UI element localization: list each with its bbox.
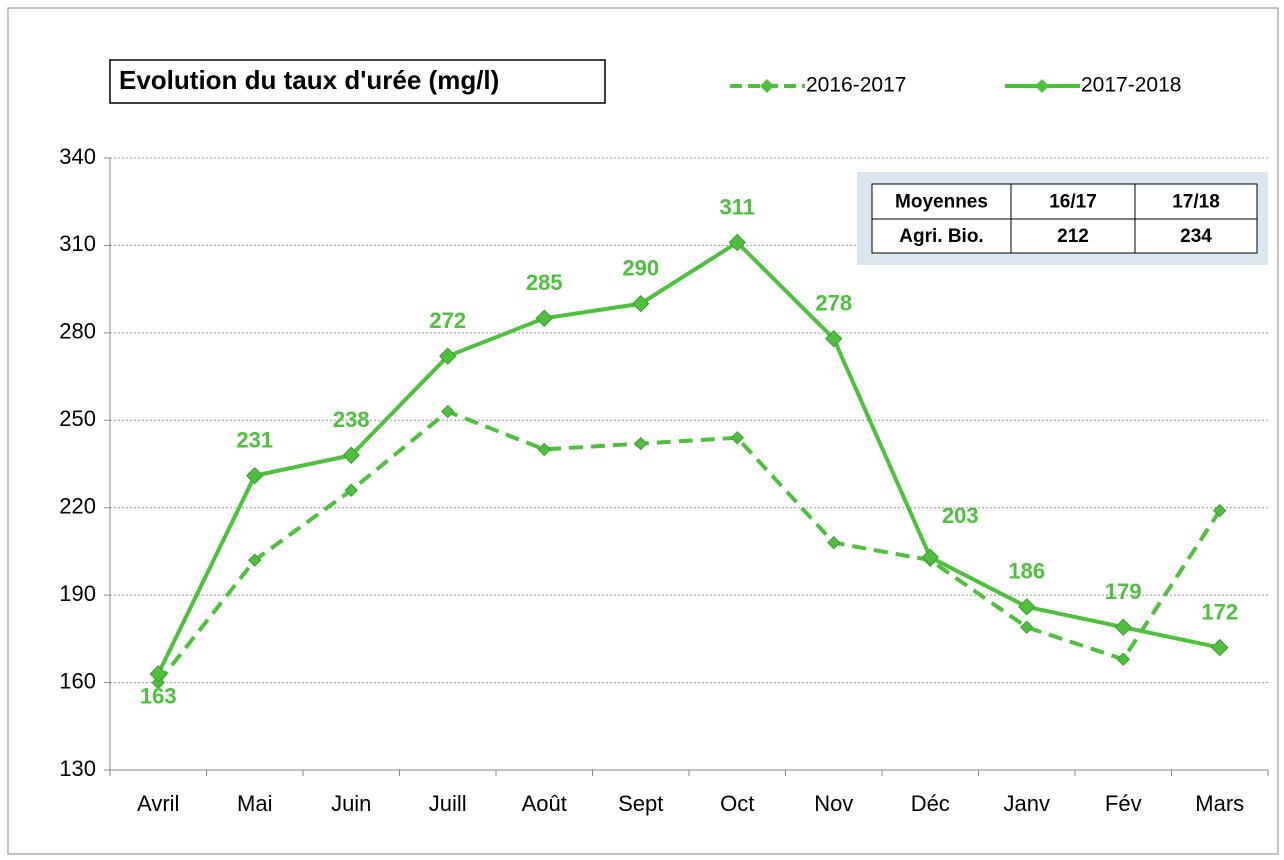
marker xyxy=(151,675,165,690)
data-label: 163 xyxy=(140,684,177,709)
x-tick-label: Déc xyxy=(911,791,950,816)
marker xyxy=(535,309,553,327)
data-label: 311 xyxy=(720,194,756,219)
data-label: 278 xyxy=(815,290,852,315)
marker xyxy=(1018,598,1036,616)
data-label: 285 xyxy=(526,270,563,295)
series-line xyxy=(156,409,1222,684)
x-tick-label: Juin xyxy=(331,791,371,816)
x-tick-label: Août xyxy=(522,791,567,816)
marker xyxy=(439,347,457,365)
marker xyxy=(1116,652,1130,666)
data-label: 231 xyxy=(236,427,273,452)
chart-title: Evolution du taux d'urée (mg/l) xyxy=(119,65,499,95)
table-cell: 212 xyxy=(1057,226,1089,247)
series-line xyxy=(156,239,1221,675)
legend-marker xyxy=(760,79,774,93)
legend-label: 2017-2018 xyxy=(1081,74,1181,97)
table-cell: 234 xyxy=(1180,226,1212,247)
data-label: 272 xyxy=(429,308,466,333)
data-label: 238 xyxy=(333,407,370,432)
marker xyxy=(246,466,264,485)
y-tick-label: 220 xyxy=(59,494,96,519)
marker xyxy=(728,233,746,252)
y-tick-label: 190 xyxy=(59,581,96,606)
marker xyxy=(537,442,551,457)
table-cell: Agri. Bio. xyxy=(899,226,983,247)
table-cell: 17/18 xyxy=(1172,192,1220,213)
marker xyxy=(149,665,167,683)
data-label: 290 xyxy=(622,256,659,281)
data-label: 172 xyxy=(1201,599,1238,624)
x-tick-label: Janv xyxy=(1004,791,1050,816)
x-tick-label: Mars xyxy=(1195,791,1244,816)
marker xyxy=(921,548,939,566)
legend-marker xyxy=(1035,79,1049,93)
marker xyxy=(827,535,841,550)
y-tick-label: 250 xyxy=(59,406,96,431)
x-tick-label: Nov xyxy=(814,791,853,816)
marker xyxy=(1020,620,1034,634)
y-tick-label: 310 xyxy=(59,231,96,256)
data-label: 203 xyxy=(942,503,979,528)
marker xyxy=(1114,618,1132,636)
marker xyxy=(1213,503,1227,518)
x-tick-label: Fév xyxy=(1105,791,1142,816)
marker xyxy=(1211,638,1229,657)
marker xyxy=(634,436,648,451)
y-tick-label: 130 xyxy=(59,756,96,781)
x-tick-label: Sept xyxy=(618,791,663,816)
data-label: 179 xyxy=(1105,579,1142,604)
marker xyxy=(342,446,360,464)
y-tick-label: 280 xyxy=(59,319,96,344)
x-tick-label: Avril xyxy=(137,791,179,816)
marker xyxy=(632,295,650,313)
y-tick-label: 340 xyxy=(59,144,96,169)
data-label: 186 xyxy=(1008,559,1045,584)
marker xyxy=(344,483,358,497)
table-cell: 16/17 xyxy=(1049,192,1097,213)
x-tick-label: Juill xyxy=(429,791,467,816)
x-tick-label: Mai xyxy=(237,791,272,816)
marker xyxy=(730,431,744,445)
marker xyxy=(441,404,455,419)
x-tick-label: Oct xyxy=(720,791,754,816)
chart-border xyxy=(7,7,1279,855)
legend-label: 2016-2017 xyxy=(806,74,906,97)
table-cell: Moyennes xyxy=(895,192,988,213)
marker xyxy=(825,329,843,348)
marker xyxy=(248,553,262,567)
title-box xyxy=(109,59,606,104)
y-tick-label: 160 xyxy=(59,668,96,693)
